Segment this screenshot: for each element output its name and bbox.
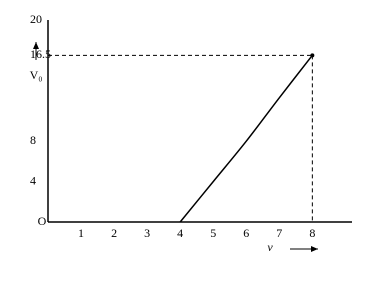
x-tick-label: 7 [276, 226, 282, 240]
y-tick-label: 16.5 [30, 47, 51, 61]
x-tick-label: 6 [243, 226, 249, 240]
y-axis-label: V₀ [30, 68, 43, 82]
y-tick-label: O [38, 214, 47, 228]
end-point [310, 53, 315, 58]
x-tick-label: 5 [210, 226, 216, 240]
x-tick-label: 3 [144, 226, 150, 240]
y-tick-label: 4 [30, 173, 36, 187]
y-tick-label: 8 [30, 133, 36, 147]
y-tick-label: 20 [30, 12, 42, 26]
x-tick-label: 8 [309, 226, 315, 240]
x-tick-label: 4 [177, 226, 183, 240]
x-tick-label: 1 [78, 226, 84, 240]
x-axis-label: ν [267, 240, 273, 254]
x-tick-label: 2 [111, 226, 117, 240]
curve [179, 54, 313, 223]
